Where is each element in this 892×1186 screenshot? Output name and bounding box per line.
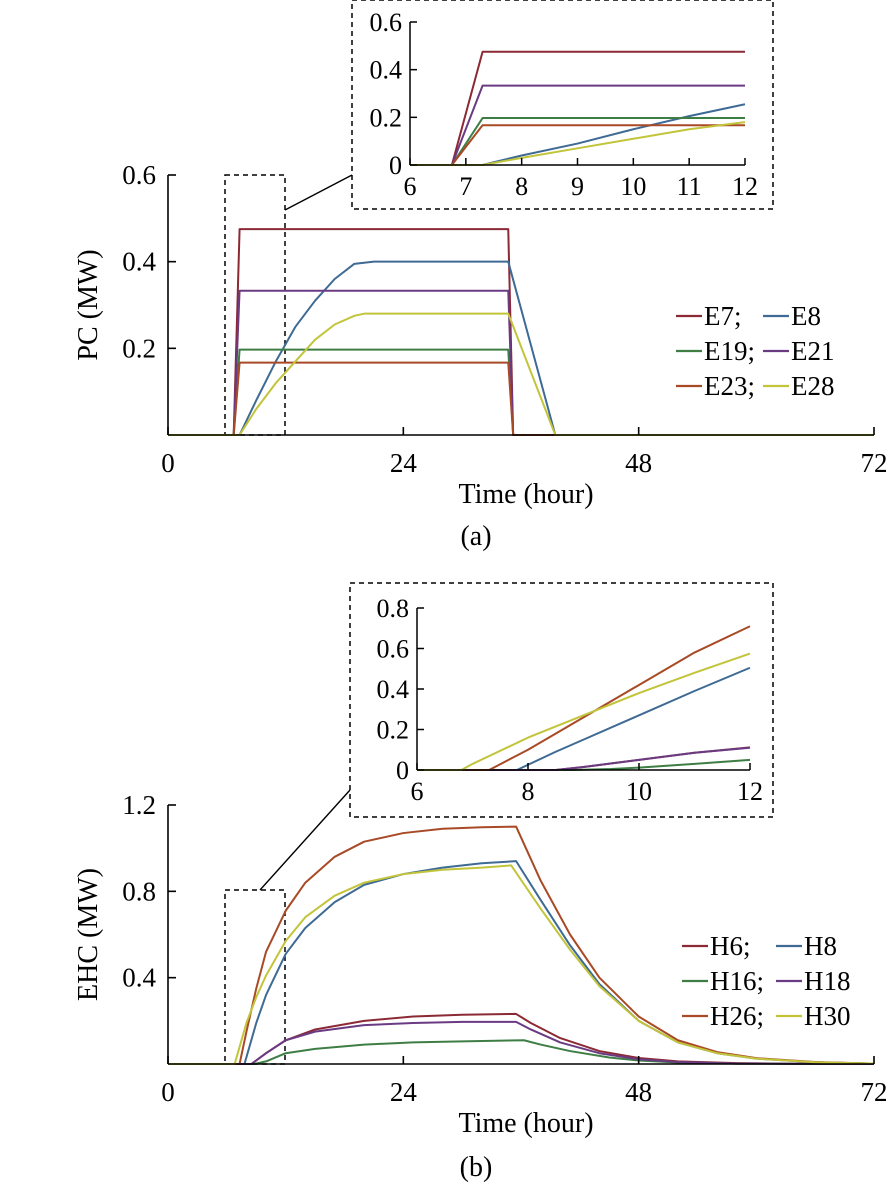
series-line-H30 <box>168 864 875 1065</box>
x-tick-label: 72 <box>861 448 888 478</box>
inset-x-tick-label: 7 <box>459 172 472 201</box>
inset-x-tick-label: 8 <box>515 172 528 201</box>
x-tick-label: 48 <box>625 1077 652 1107</box>
series-line-E28 <box>168 312 874 436</box>
legend-label: H18 <box>804 966 851 996</box>
inset-y-tick-label: 0.4 <box>370 56 403 85</box>
series-line-H6 <box>168 1012 875 1065</box>
zoom-connector-line <box>284 174 353 211</box>
y-axis-title: EHC (MW) <box>73 868 104 1001</box>
inset-y-tick-label: 0.8 <box>377 594 410 623</box>
y-tick-label: 0.6 <box>122 160 156 190</box>
inset-y-tick-label: 0.6 <box>377 635 410 664</box>
inset-panel: 6 7 8 9 10 11 12 0 0.2 0.4 0.6 <box>351 0 774 210</box>
y-tick-label: 0.8 <box>122 876 156 906</box>
inset-x-tick-label: 10 <box>620 172 646 201</box>
legend-label: E28 <box>791 371 835 401</box>
inset-frame <box>349 582 774 818</box>
legend-label: H30 <box>804 1001 851 1031</box>
inset-x-tick-label: 10 <box>626 777 652 806</box>
legend-label: H8 <box>804 931 837 961</box>
zoom-window-box <box>224 174 286 436</box>
inset-y-tick-label: 0.2 <box>377 716 410 745</box>
zoom-window-box <box>224 889 286 1065</box>
inset-y-tick-label: 0.6 <box>370 8 403 37</box>
y-tick-label: 1.2 <box>122 790 156 820</box>
zoom-connector-line <box>259 789 351 891</box>
legend-label: E19; <box>704 336 755 366</box>
inset-x-tick-label: 6 <box>411 777 424 806</box>
legend-label: H16; <box>710 966 764 996</box>
inset-x-tick-label: 8 <box>522 777 535 806</box>
y-tick-label: 0.4 <box>122 963 156 993</box>
inset-x-tick-label: 12 <box>732 172 758 201</box>
series-line-E23 <box>168 361 874 436</box>
series-line-H26 <box>168 825 875 1065</box>
x-axis-title: Time (hour) <box>458 479 593 510</box>
inset-x-tick-label: 6 <box>404 172 417 201</box>
legend: E7; E8 E19; E21 E23; E28 <box>676 301 835 401</box>
chart-panel-a: 0 24 48 72 0.2 0.4 0.6 Time (hour) PC (MW) (a) E7;… <box>73 0 888 552</box>
panel-label: (b) <box>460 1152 493 1183</box>
inset-x-tick-label: 11 <box>677 172 702 201</box>
x-tick-label: 72 <box>861 1077 888 1107</box>
panel-label: (a) <box>460 521 491 552</box>
inset-x-tick-label: 12 <box>737 777 763 806</box>
inset-y-tick-label: 0.2 <box>370 103 403 132</box>
y-axis-title: PC (MW) <box>73 249 104 360</box>
inset-y-tick-label: 0.4 <box>377 675 410 704</box>
legend-label: E7; <box>704 301 742 331</box>
series-line-H16 <box>168 1039 875 1065</box>
inset-y-tick-label: 0 <box>389 151 402 180</box>
x-tick-label: 0 <box>161 448 175 478</box>
x-axis-title: Time (hour) <box>458 1108 593 1139</box>
legend: H6; H8 H16; H18 H26; H30 <box>682 931 851 1031</box>
inset-y-tick-label: 0 <box>396 756 409 785</box>
inset-panel: 6 8 10 12 0 0.2 0.4 0.6 0.8 <box>349 582 774 818</box>
legend-label: H6; <box>710 931 751 961</box>
x-tick-label: 24 <box>390 448 418 478</box>
inset-series-line-H30 <box>417 652 751 771</box>
x-tick-label: 0 <box>161 1077 175 1107</box>
inset-x-tick-label: 9 <box>571 172 584 201</box>
legend-label: E8 <box>791 301 821 331</box>
legend-label: E23; <box>704 371 755 401</box>
legend-label: E21 <box>791 336 835 366</box>
y-tick-label: 0.2 <box>122 333 156 363</box>
series-line-H18 <box>168 1020 875 1065</box>
series-line-E7 <box>168 228 874 436</box>
chart-panel-b: 0 24 48 72 0.4 0.8 1.2 Time (hour) EHC (MW) (b) H6… <box>73 582 888 1183</box>
legend-label: H26; <box>710 1001 764 1031</box>
x-tick-label: 24 <box>390 1077 418 1107</box>
x-tick-label: 48 <box>625 448 652 478</box>
y-tick-label: 0.4 <box>122 247 156 277</box>
inset-frame <box>351 0 774 210</box>
